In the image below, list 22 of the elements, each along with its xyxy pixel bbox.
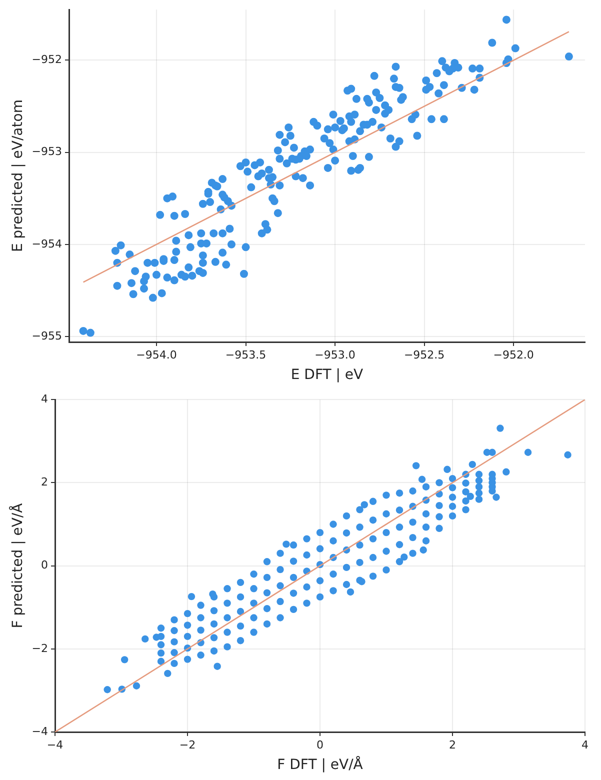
x-tick-label: −953.0 bbox=[314, 348, 356, 362]
y-tick-label: −4 bbox=[32, 724, 48, 738]
x-axis-title: F DFT | eV/Å bbox=[277, 756, 364, 774]
x-tick-label: −954.0 bbox=[136, 348, 177, 362]
y-tick-label: −2 bbox=[32, 642, 48, 655]
y-tick-label: −953 bbox=[32, 145, 62, 158]
x-tick-label: 0 bbox=[316, 738, 324, 752]
y-tick-label: 0 bbox=[41, 558, 48, 572]
x-tick-label: −952.5 bbox=[404, 348, 445, 362]
y-tick-label: −952 bbox=[32, 53, 62, 66]
x-axis-title: E DFT | eV bbox=[290, 367, 364, 384]
y-tick-label: −954 bbox=[32, 237, 62, 250]
y-axis-title: F predicted | eV/Å bbox=[9, 502, 26, 628]
x-tick-label: −952.0 bbox=[493, 348, 534, 362]
y-tick-label: 4 bbox=[41, 392, 48, 406]
y-tick-label: 2 bbox=[41, 476, 48, 489]
y-axis-title: E predicted | eV/atom bbox=[10, 100, 26, 252]
x-tick-label: −2 bbox=[179, 738, 196, 752]
x-tick-label: 2 bbox=[449, 738, 456, 752]
x-tick-label: −953.5 bbox=[225, 348, 266, 362]
x-tick-label: 4 bbox=[582, 738, 588, 752]
y-tick-label: −955 bbox=[32, 329, 62, 342]
